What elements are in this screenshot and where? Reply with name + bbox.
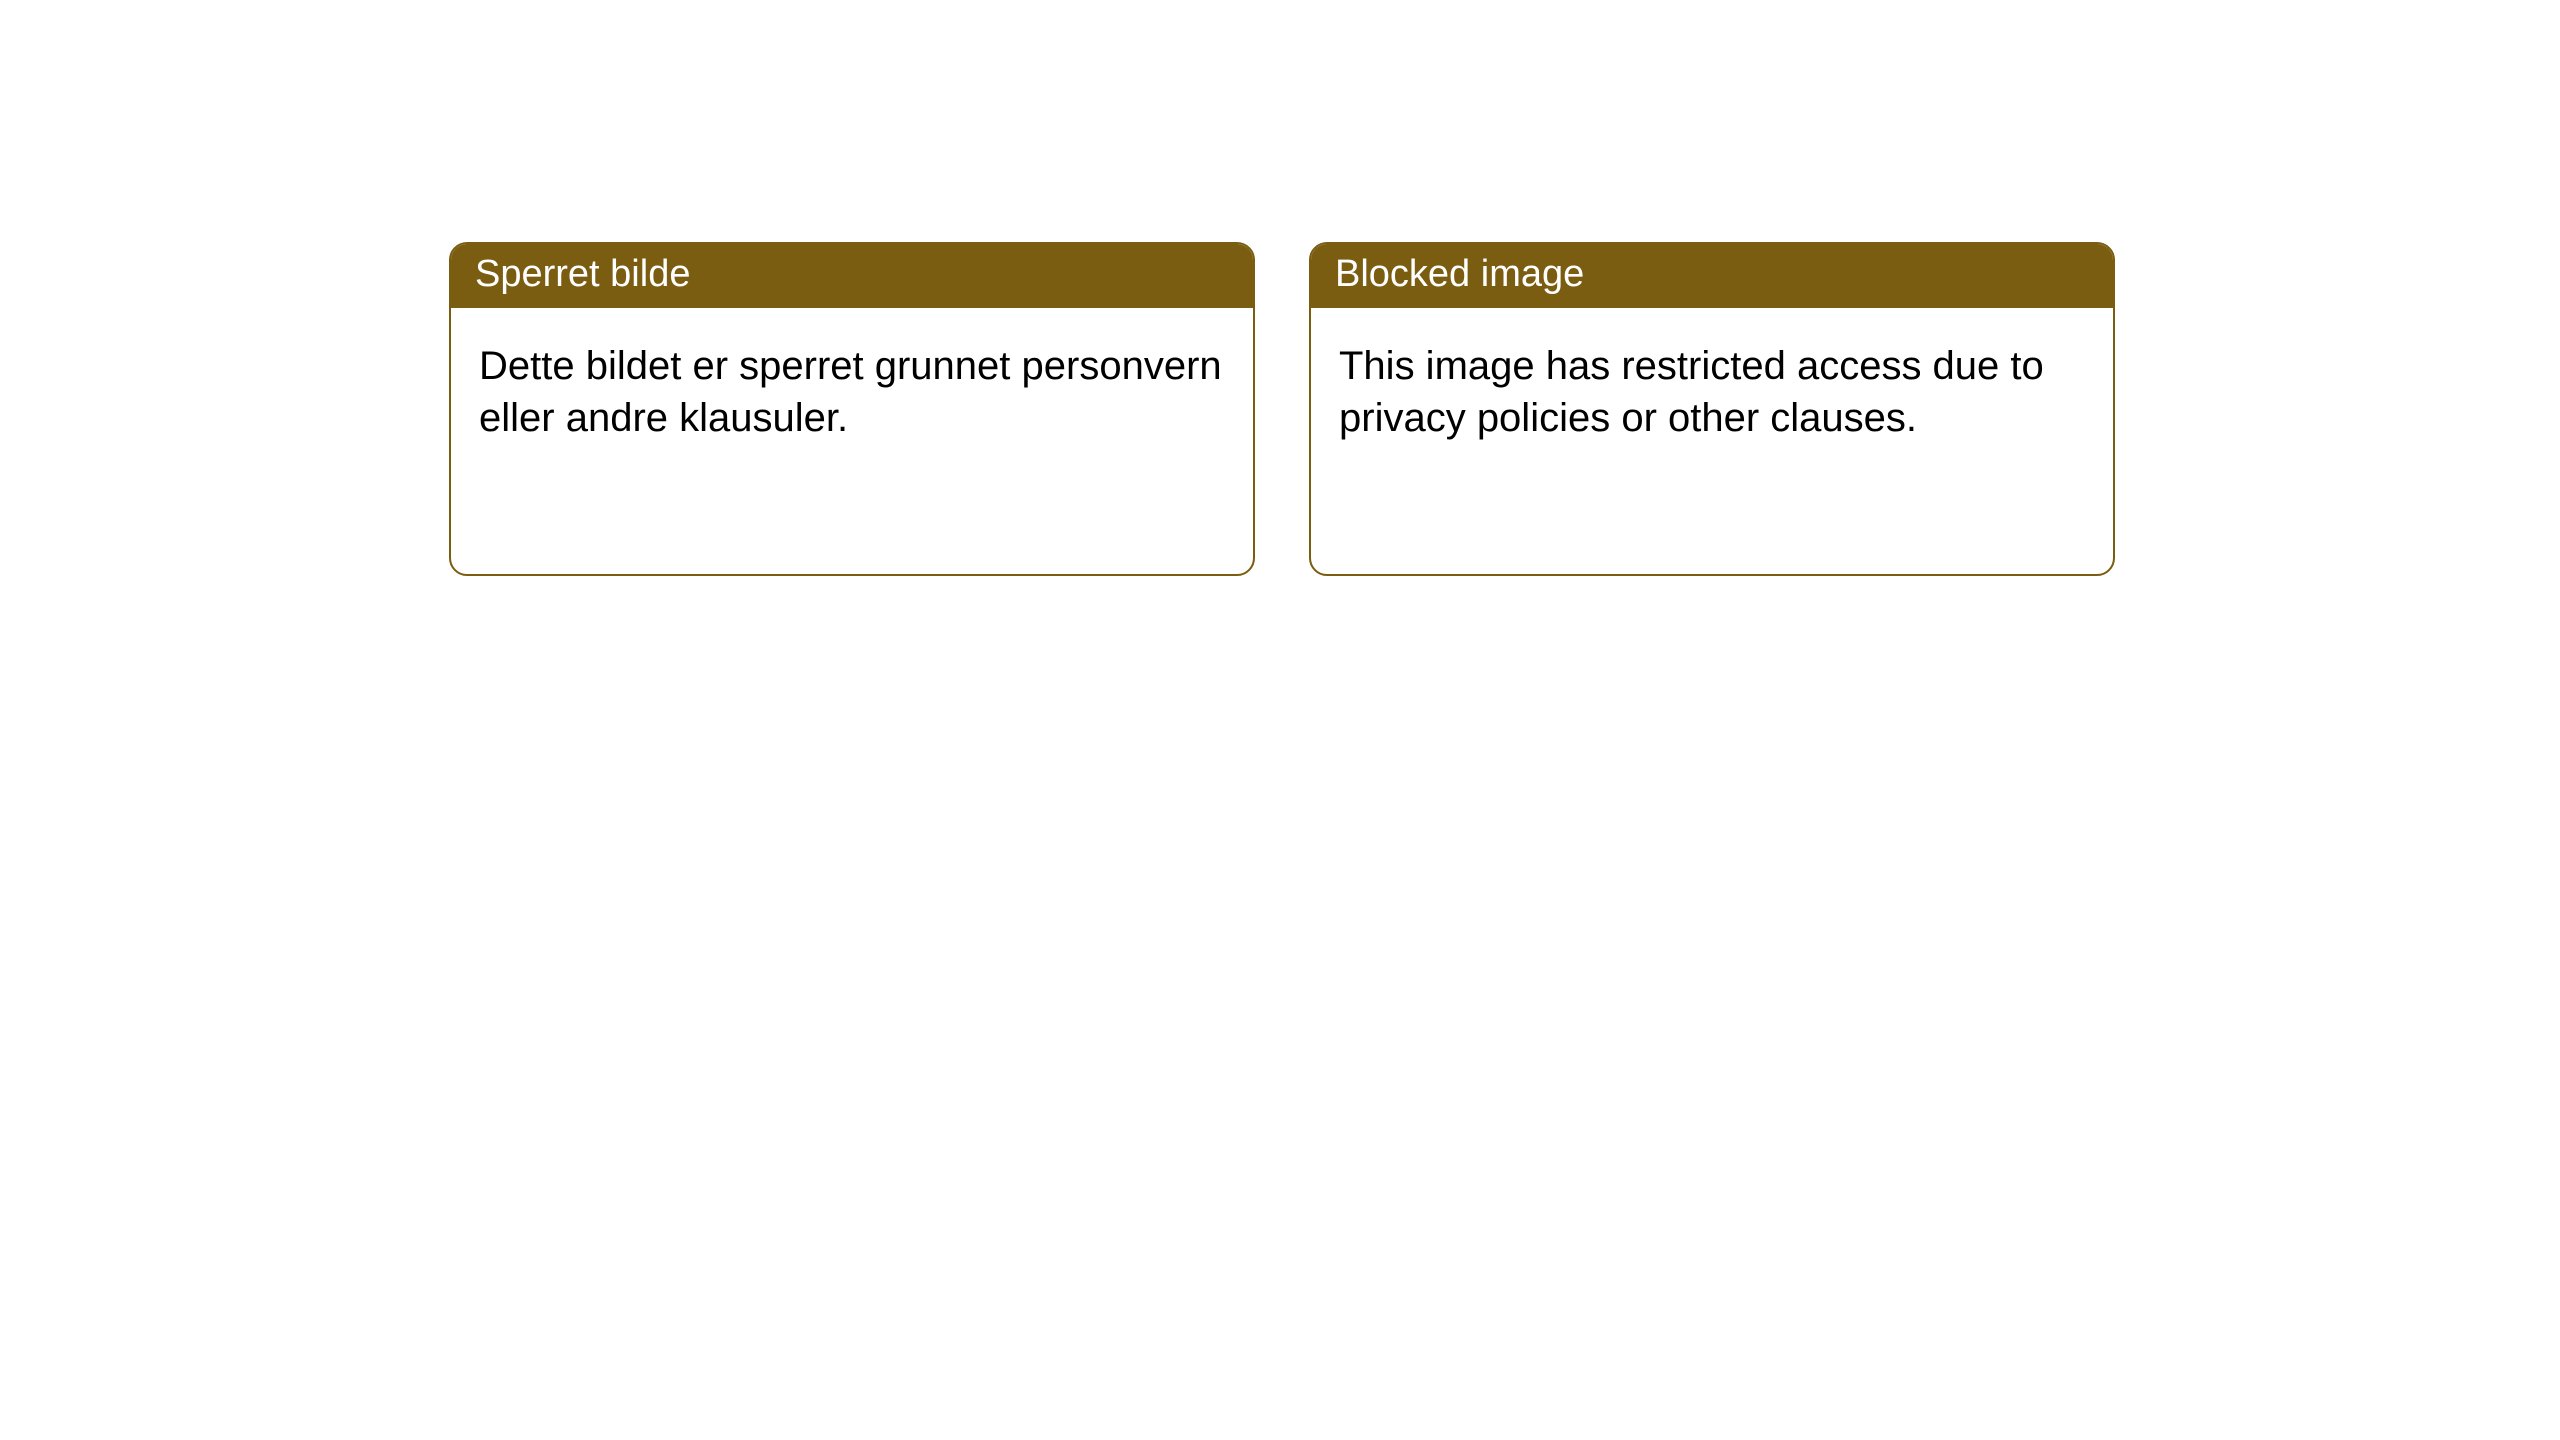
- card-body: Dette bildet er sperret grunnet personve…: [451, 308, 1253, 574]
- card-header: Blocked image: [1311, 244, 2113, 308]
- notice-card-norwegian: Sperret bilde Dette bildet er sperret gr…: [449, 242, 1255, 576]
- notice-card-english: Blocked image This image has restricted …: [1309, 242, 2115, 576]
- card-body: This image has restricted access due to …: [1311, 308, 2113, 574]
- card-header: Sperret bilde: [451, 244, 1253, 308]
- notice-cards-container: Sperret bilde Dette bildet er sperret gr…: [449, 242, 2115, 576]
